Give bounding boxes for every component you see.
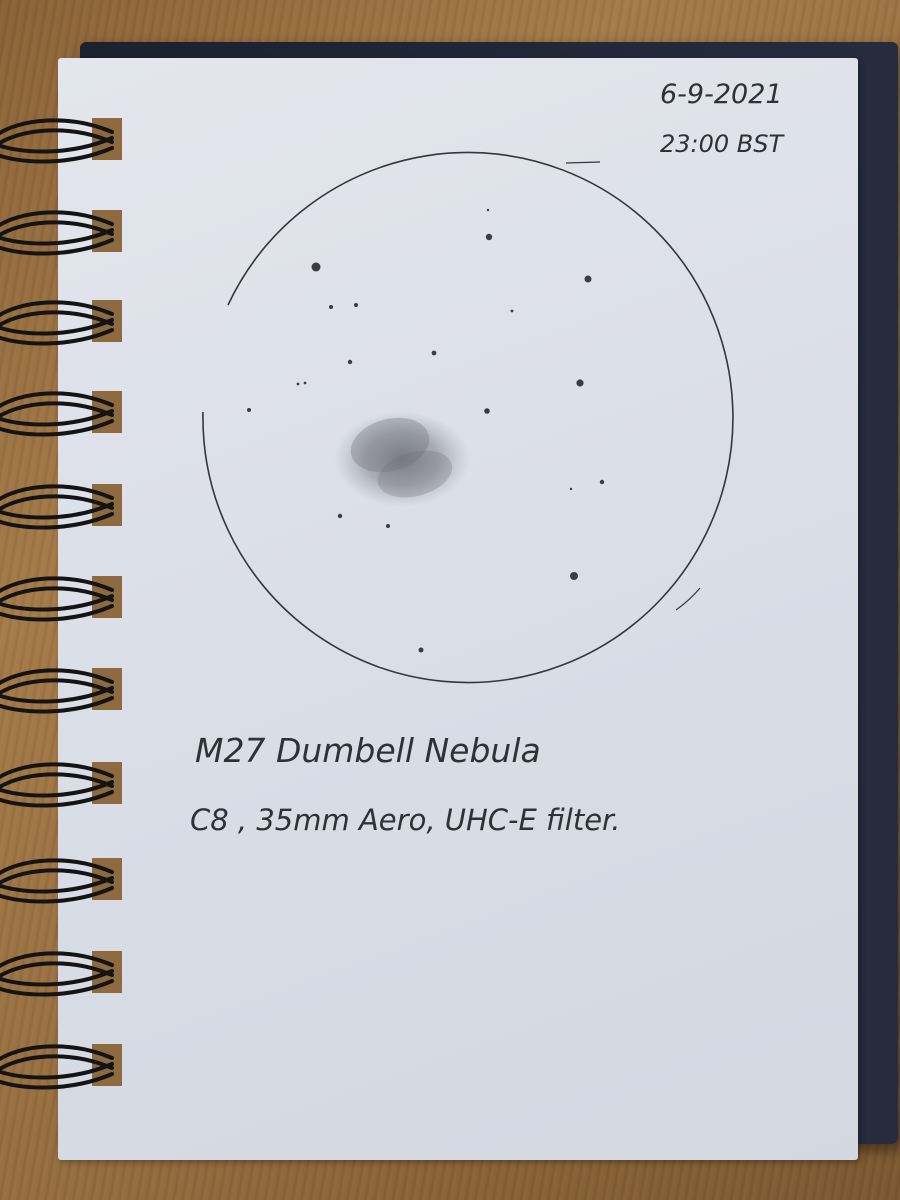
star-dot	[599, 479, 605, 485]
binding-wire-loop	[0, 128, 114, 164]
binding-wire-loop	[0, 678, 114, 714]
spiral-binding	[0, 118, 122, 1090]
star-dot	[296, 382, 300, 386]
star-dot	[347, 359, 353, 365]
binding-wire-loop	[0, 401, 114, 437]
star-dot	[484, 408, 490, 414]
star-dot	[485, 233, 493, 241]
star-dot	[576, 379, 584, 387]
observation-date: 6-9-2021	[660, 79, 783, 110]
star-dot	[418, 647, 424, 653]
sketchbook-page	[58, 58, 858, 1160]
star-field	[247, 208, 605, 653]
binding-wire-loop	[0, 300, 114, 336]
star-dot	[486, 208, 490, 212]
binding-wire-loop	[0, 210, 114, 246]
object-title: M27 Dumbell Nebula	[195, 731, 541, 770]
binding-wire-loop	[0, 484, 114, 520]
field-circle-overlap	[675, 587, 701, 611]
binding-wire-loop	[0, 586, 114, 622]
field-circle-tick	[565, 161, 601, 164]
star-dot	[510, 309, 514, 313]
observation-time: 23:00 BST	[660, 130, 785, 158]
binding-wire-loop	[0, 494, 114, 530]
equipment-line: C8 , 35mm Aero, UHC-E filter.	[190, 803, 621, 837]
binding-wire-loop	[0, 1044, 114, 1080]
binding-wire-loop	[0, 118, 114, 154]
binding-wire-loop	[0, 772, 114, 808]
binding-wire-loop	[0, 858, 114, 894]
binding-wire-loop	[0, 576, 114, 612]
binding-wire-loop	[0, 868, 114, 904]
dumbbell-nebula-sketch	[334, 411, 470, 507]
star-dot	[303, 381, 307, 385]
star-dot	[337, 513, 343, 519]
field-of-view-circle	[202, 151, 734, 684]
binding-wire-loop	[0, 220, 114, 256]
binding-wire-loop	[0, 391, 114, 427]
star-dot	[569, 487, 573, 491]
star-dot	[431, 350, 437, 356]
star-dot	[329, 305, 333, 309]
star-dot	[584, 275, 592, 283]
binding-wire-loop	[0, 1054, 114, 1090]
star-dot	[386, 524, 390, 528]
binding-wire-loop	[0, 762, 114, 798]
binding-wire-loop	[0, 310, 114, 346]
binding-wire-loop	[0, 951, 114, 987]
star-dot	[247, 408, 251, 412]
star-dot	[311, 262, 321, 272]
star-dot	[354, 303, 358, 307]
binding-wire-loop	[0, 961, 114, 997]
binding-wire-loop	[0, 668, 114, 704]
star-dot	[570, 572, 578, 580]
